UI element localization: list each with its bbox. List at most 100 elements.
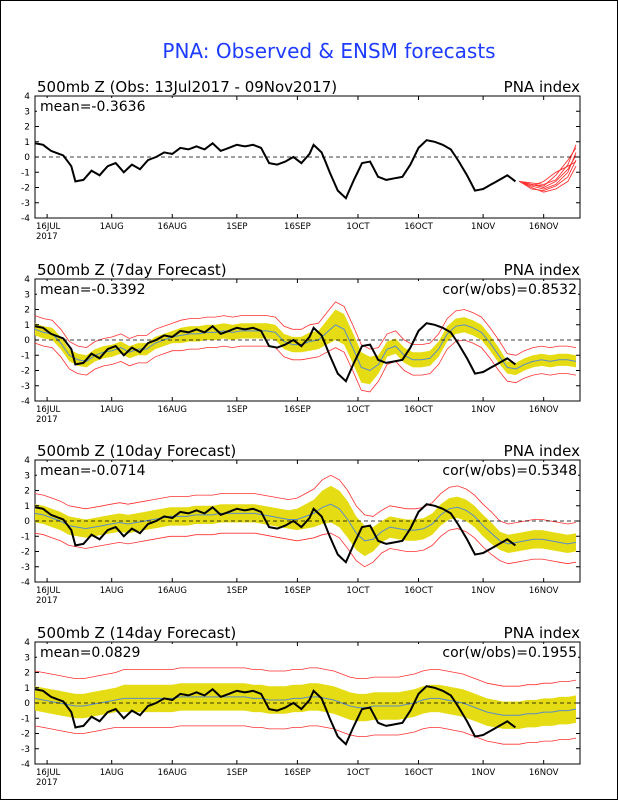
panel-obs: 500mb Z (Obs: 13Jul2017 - 09Nov2017) PNA … bbox=[21, 78, 581, 242]
y-tick-label: 3 bbox=[24, 107, 30, 117]
cor-label: cor(w/obs)=0.8532 bbox=[442, 282, 577, 298]
forecast-member-7 bbox=[519, 161, 577, 187]
y-tick-label: -3 bbox=[21, 745, 30, 755]
observed-line bbox=[34, 685, 517, 746]
panel-title: 500mb Z (7day Forecast) bbox=[37, 261, 227, 279]
x-tick-label: 1OCT bbox=[346, 405, 370, 415]
forecast-member-3 bbox=[519, 165, 577, 193]
y-tick-label: 2 bbox=[24, 669, 30, 679]
x-tick-label: 1OCT bbox=[346, 222, 370, 232]
y-tick-label: -1 bbox=[21, 532, 30, 542]
x-year-label: 2017 bbox=[36, 596, 58, 606]
forecast-member-5 bbox=[519, 159, 577, 192]
x-tick-label: 16OCT bbox=[404, 222, 433, 232]
mean-label-bg bbox=[37, 281, 177, 297]
panels: 500mb Z (Obs: 13Jul2017 - 09Nov2017) PNA … bbox=[21, 78, 581, 788]
y-tick-label: 0 bbox=[24, 153, 30, 163]
ensemble-mean-line bbox=[34, 696, 577, 716]
cor-label: cor(w/obs)=0.5348 bbox=[442, 463, 577, 479]
panel-d14: 500mb Z (14day Forecast) PNA index -4 -3 -2 -… bbox=[21, 624, 581, 788]
y-tick-label: -2 bbox=[21, 184, 30, 194]
panel-d7: 500mb Z (7day Forecast) PNA index -4 -3 -2 -1… bbox=[21, 261, 581, 425]
panel-right-title: PNA index bbox=[504, 442, 580, 460]
x-tick-label: 1NOV bbox=[471, 222, 495, 232]
y-tick-label: 1 bbox=[24, 138, 30, 148]
x-tick-label: 1NOV bbox=[471, 586, 495, 596]
y-tick-label: -4 bbox=[21, 578, 30, 588]
x-tick-label: 1AUG bbox=[100, 405, 124, 415]
forecast-member-6 bbox=[519, 155, 577, 188]
x-tick-label: 16OCT bbox=[404, 586, 433, 596]
x-tick-label: 16JUL bbox=[36, 222, 61, 232]
cor-label-bg bbox=[410, 281, 578, 297]
x-tick-label: 16JUL bbox=[36, 586, 61, 596]
x-tick-label: 16NOV bbox=[529, 768, 559, 778]
y-tick-label: 1 bbox=[24, 321, 30, 331]
x-tick-label: 16NOV bbox=[529, 405, 559, 415]
x-tick-label: 16NOV bbox=[529, 586, 559, 596]
page-title: PNA: Observed & ENSM forecasts bbox=[162, 39, 495, 63]
y-tick-label: -3 bbox=[21, 563, 30, 573]
mean-label-bg bbox=[37, 462, 177, 478]
panel-d10: 500mb Z (10day Forecast) PNA index -4 -3 -2 -… bbox=[21, 442, 581, 606]
observed-line bbox=[34, 503, 517, 564]
y-tick-label: -4 bbox=[21, 214, 30, 224]
x-tick-label: 1NOV bbox=[471, 405, 495, 415]
cor-label: cor(w/obs)=0.1955 bbox=[442, 645, 577, 661]
cor-label-bg bbox=[410, 644, 578, 660]
panel-right-title: PNA index bbox=[504, 261, 580, 279]
x-tick-label: 1NOV bbox=[471, 768, 495, 778]
y-tick-label: -1 bbox=[21, 168, 30, 178]
x-tick-label: 16AUG bbox=[158, 405, 187, 415]
y-tick-label: 2 bbox=[24, 487, 30, 497]
y-tick-label: 0 bbox=[24, 699, 30, 709]
y-tick-label: 3 bbox=[24, 653, 30, 663]
mean-label-bg bbox=[37, 644, 177, 660]
y-tick-label: 4 bbox=[24, 638, 30, 648]
panel-title: 500mb Z (Obs: 13Jul2017 - 09Nov2017) bbox=[37, 78, 337, 96]
y-tick-label: 2 bbox=[24, 123, 30, 133]
y-tick-label: 1 bbox=[24, 502, 30, 512]
x-tick-label: 16JUL bbox=[36, 768, 61, 778]
mean-label-bg bbox=[37, 98, 177, 114]
y-tick-label: -1 bbox=[21, 351, 30, 361]
mean-label: mean=0.0829 bbox=[40, 645, 140, 661]
x-tick-label: 1AUG bbox=[100, 222, 124, 232]
x-tick-label: 16SEP bbox=[284, 222, 311, 232]
x-tick-label: 16SEP bbox=[284, 405, 311, 415]
x-tick-label: 16SEP bbox=[284, 586, 311, 596]
x-tick-label: 16AUG bbox=[158, 586, 187, 596]
x-year-label: 2017 bbox=[36, 415, 58, 425]
forecast-member-2 bbox=[519, 144, 577, 185]
ensemble-spread-band bbox=[35, 309, 576, 385]
y-tick-label: -4 bbox=[21, 397, 30, 407]
x-tick-label: 16OCT bbox=[404, 768, 433, 778]
x-year-label: 2017 bbox=[36, 778, 58, 788]
y-tick-label: -3 bbox=[21, 382, 30, 392]
y-tick-label: -2 bbox=[21, 730, 30, 740]
x-tick-label: 16NOV bbox=[529, 222, 559, 232]
ensemble-mean-line bbox=[34, 324, 577, 372]
x-tick-label: 16AUG bbox=[158, 222, 187, 232]
y-tick-label: 4 bbox=[24, 275, 30, 285]
y-tick-label: 1 bbox=[24, 684, 30, 694]
x-tick-label: 1SEP bbox=[226, 586, 247, 596]
x-tick-label: 16OCT bbox=[404, 405, 433, 415]
mean-label: mean=-0.0714 bbox=[40, 463, 146, 479]
panel-title: 500mb Z (14day Forecast) bbox=[37, 624, 236, 642]
x-tick-label: 16SEP bbox=[284, 768, 311, 778]
y-tick-label: -1 bbox=[21, 714, 30, 724]
panel-right-title: PNA index bbox=[504, 624, 580, 642]
ensemble-lower-bound bbox=[34, 528, 577, 568]
cor-label-bg bbox=[410, 462, 578, 478]
ensemble-upper-bound bbox=[34, 667, 577, 687]
mean-label: mean=-0.3636 bbox=[40, 99, 146, 115]
y-tick-label: 2 bbox=[24, 306, 30, 316]
y-tick-label: -2 bbox=[21, 548, 30, 558]
y-tick-label: -2 bbox=[21, 367, 30, 377]
y-tick-label: 3 bbox=[24, 471, 30, 481]
x-tick-label: 1OCT bbox=[346, 768, 370, 778]
y-tick-label: -3 bbox=[21, 199, 30, 209]
y-tick-label: 3 bbox=[24, 290, 30, 300]
